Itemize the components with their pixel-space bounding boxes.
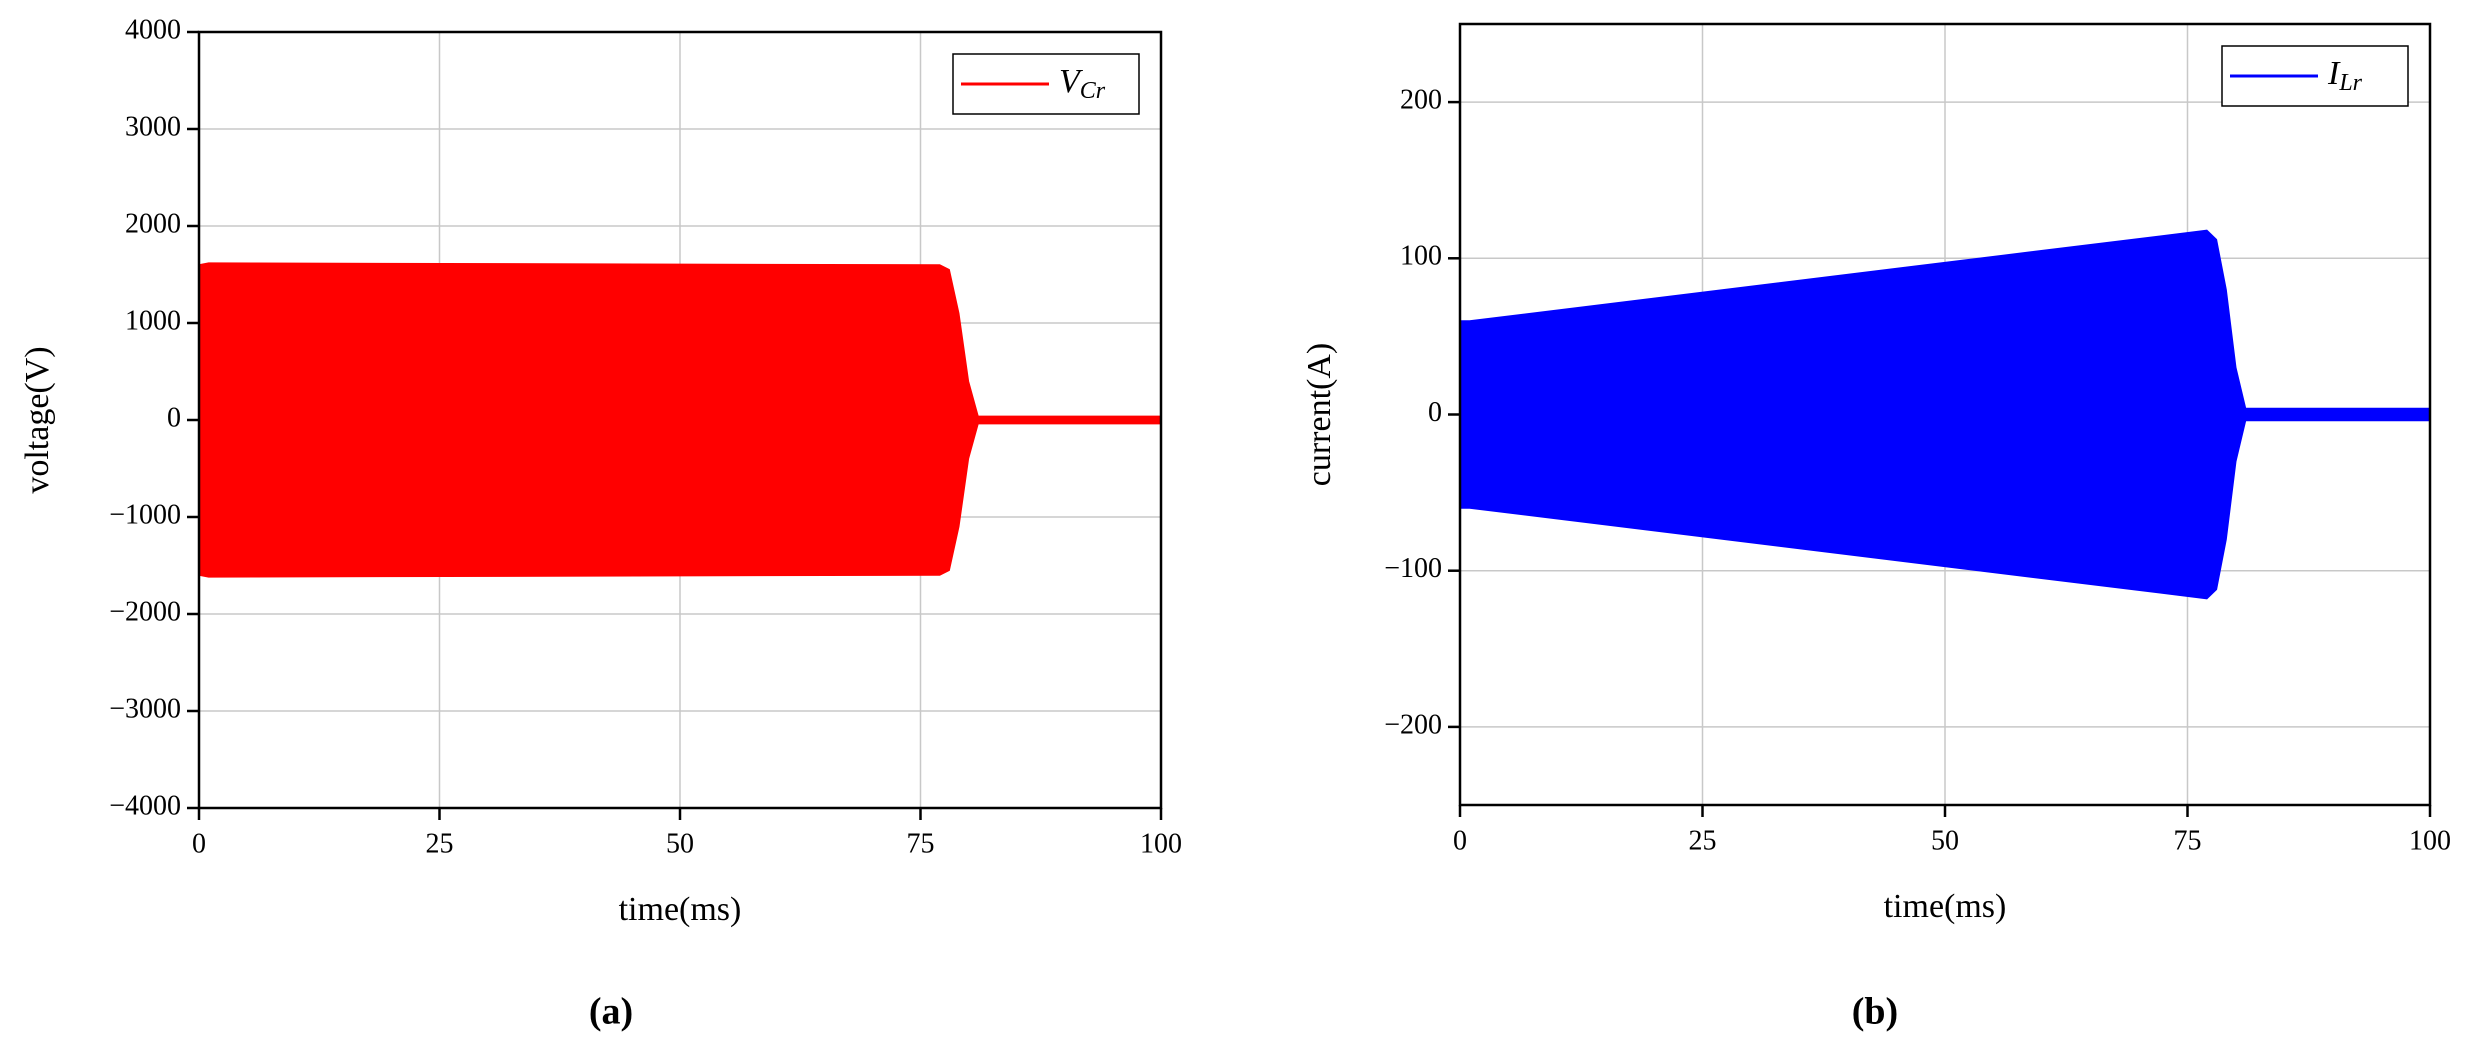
signal-envelope <box>198 419 1162 578</box>
x-tick-label: 75 <box>907 828 935 859</box>
y-tick-label: −3000 <box>109 693 181 724</box>
legend-label-subscript: Lr <box>2338 70 2362 96</box>
y-tick-label: −4000 <box>109 790 181 821</box>
y-axis-label: voltage(V) <box>19 346 56 493</box>
x-tick-label: 0 <box>1453 825 1467 856</box>
y-tick-label: 200 <box>1400 85 1442 116</box>
legend-label: ILr <box>2327 55 2363 96</box>
y-tick-label: −1000 <box>109 499 181 530</box>
x-tick-label: 25 <box>1689 825 1717 856</box>
legend-label-subscript: Cr <box>1080 78 1106 104</box>
y-tick-label: 1000 <box>125 305 181 336</box>
y-tick-label: 100 <box>1400 241 1442 272</box>
y-tick-label: 3000 <box>125 111 181 142</box>
y-tick-label: 0 <box>1428 397 1442 428</box>
legend-label-main: I <box>2327 55 2341 92</box>
caption: (b) <box>1852 991 1898 1033</box>
y-tick-label: 0 <box>167 402 181 433</box>
x-tick-label: 100 <box>2409 825 2451 856</box>
x-tick-label: 0 <box>192 828 206 859</box>
y-tick-label: −2000 <box>109 596 181 627</box>
signal-envelope <box>198 262 1162 421</box>
x-tick-label: 50 <box>1931 825 1959 856</box>
x-tick-label: 75 <box>2174 825 2202 856</box>
y-tick-label: 4000 <box>125 14 181 45</box>
x-axis-label: time(ms) <box>1884 888 2007 925</box>
caption: (a) <box>589 991 633 1033</box>
x-tick-label: 100 <box>1140 828 1182 859</box>
x-tick-label: 50 <box>666 828 694 859</box>
signal-envelope <box>1459 414 2431 600</box>
x-tick-label: 25 <box>426 828 454 859</box>
x-axis-label: time(ms) <box>619 891 742 928</box>
y-tick-label: −200 <box>1384 709 1442 740</box>
y-axis-label: current(A) <box>1301 343 1338 486</box>
y-tick-label: 2000 <box>125 208 181 239</box>
y-tick-label: −100 <box>1384 553 1442 584</box>
